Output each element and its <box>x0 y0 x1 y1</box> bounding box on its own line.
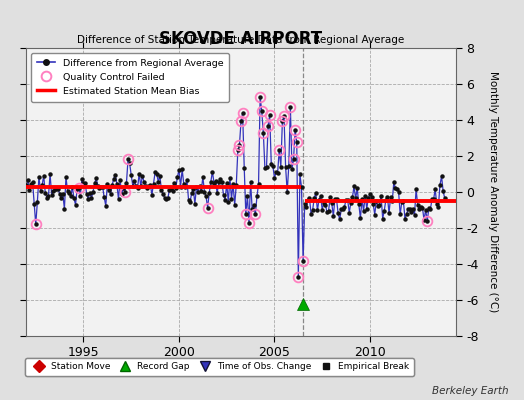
Title: SKOVDE AIRPORT: SKOVDE AIRPORT <box>159 30 323 48</box>
Text: Berkeley Earth: Berkeley Earth <box>432 386 508 396</box>
Y-axis label: Monthly Temperature Anomaly Difference (°C): Monthly Temperature Anomaly Difference (… <box>488 71 498 313</box>
Legend: Station Move, Record Gap, Time of Obs. Change, Empirical Break: Station Move, Record Gap, Time of Obs. C… <box>25 358 414 376</box>
Text: Difference of Station Temperature Data from Regional Average: Difference of Station Temperature Data f… <box>78 35 405 45</box>
